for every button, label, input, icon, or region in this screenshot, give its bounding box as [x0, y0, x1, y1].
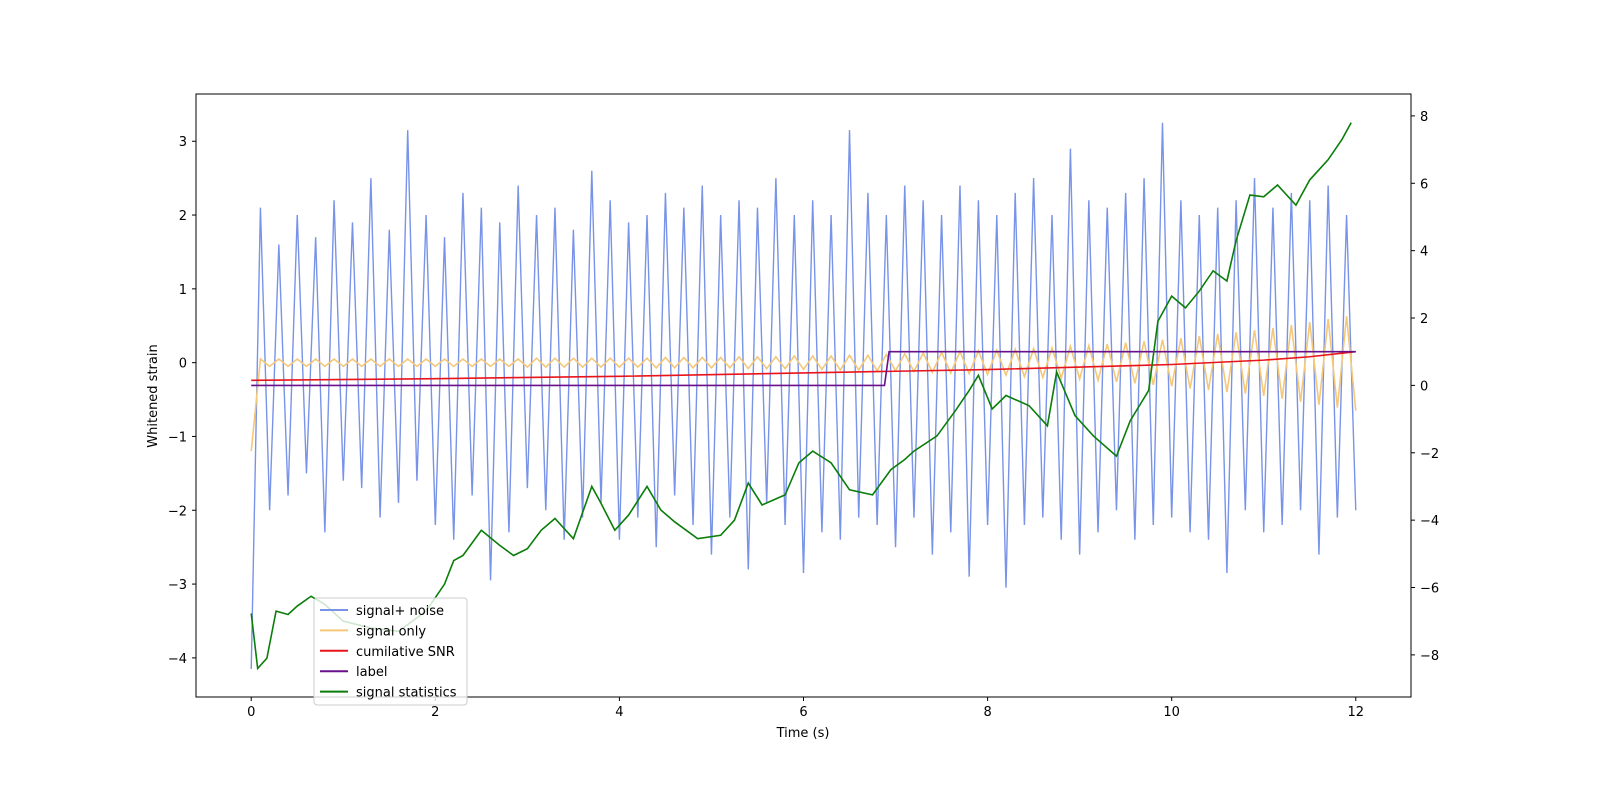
legend-label: signal statistics — [356, 686, 457, 701]
series-line — [250, 316, 1357, 452]
legend-label: cumilative SNR — [356, 645, 455, 660]
legend: signal+ noise signal only cumilative SNR la… — [313, 597, 468, 706]
axes-frame — [195, 93, 1412, 698]
y-tick-label: 3 — [179, 135, 187, 150]
x-tick-label: 6 — [799, 705, 807, 720]
x-tick-label: 2 — [431, 705, 439, 720]
y2-tick-label: 2 — [1420, 312, 1428, 327]
y-tick-label: 2 — [179, 209, 187, 224]
y2-tick-label: 8 — [1420, 110, 1428, 125]
y2-tick-label: −4 — [1420, 514, 1439, 529]
series-line — [250, 122, 1352, 671]
series-line — [251, 350, 1356, 387]
y2-tick-label: −2 — [1420, 447, 1439, 462]
series-line — [250, 122, 1357, 669]
legend-label: signal only — [356, 624, 426, 639]
y-tick-label: −1 — [168, 430, 187, 445]
y-tick-label: 1 — [179, 283, 187, 298]
x-tick-label: 12 — [1347, 705, 1364, 720]
y-tick-label: −3 — [168, 578, 187, 593]
legend-label: label — [356, 665, 387, 680]
y-tick-label: −4 — [168, 652, 187, 667]
y2-tick-label: −8 — [1420, 649, 1439, 664]
x-tick-label: 8 — [983, 705, 991, 720]
legend-label: signal+ noise — [356, 604, 444, 619]
y2-tick-label: −6 — [1420, 582, 1439, 597]
x-tick-label: 10 — [1163, 705, 1180, 720]
y-tick-label: 0 — [179, 357, 187, 372]
y-axis-label: Whitened strain — [146, 344, 161, 447]
series-line — [251, 350, 1356, 382]
x-tick-label: 0 — [247, 705, 255, 720]
y-tick-label: −2 — [168, 504, 187, 519]
y2-tick-label: 6 — [1420, 177, 1428, 192]
x-tick-label: 4 — [615, 705, 623, 720]
legend-box — [313, 597, 468, 706]
y2-tick-label: 0 — [1420, 379, 1428, 394]
y2-tick-label: 4 — [1420, 245, 1428, 260]
x-axis-label: Time (s) — [776, 726, 830, 741]
